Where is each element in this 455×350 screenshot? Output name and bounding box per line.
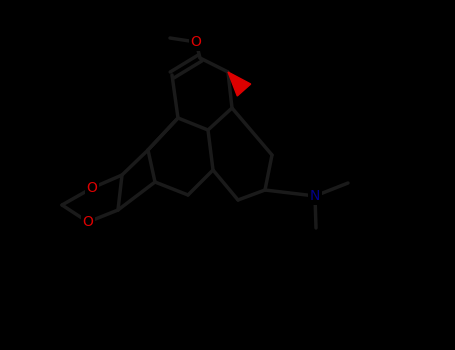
- Text: O: O: [191, 35, 202, 49]
- Text: O: O: [86, 181, 97, 195]
- Polygon shape: [228, 72, 251, 96]
- Text: N: N: [310, 189, 320, 203]
- Text: O: O: [82, 215, 93, 229]
